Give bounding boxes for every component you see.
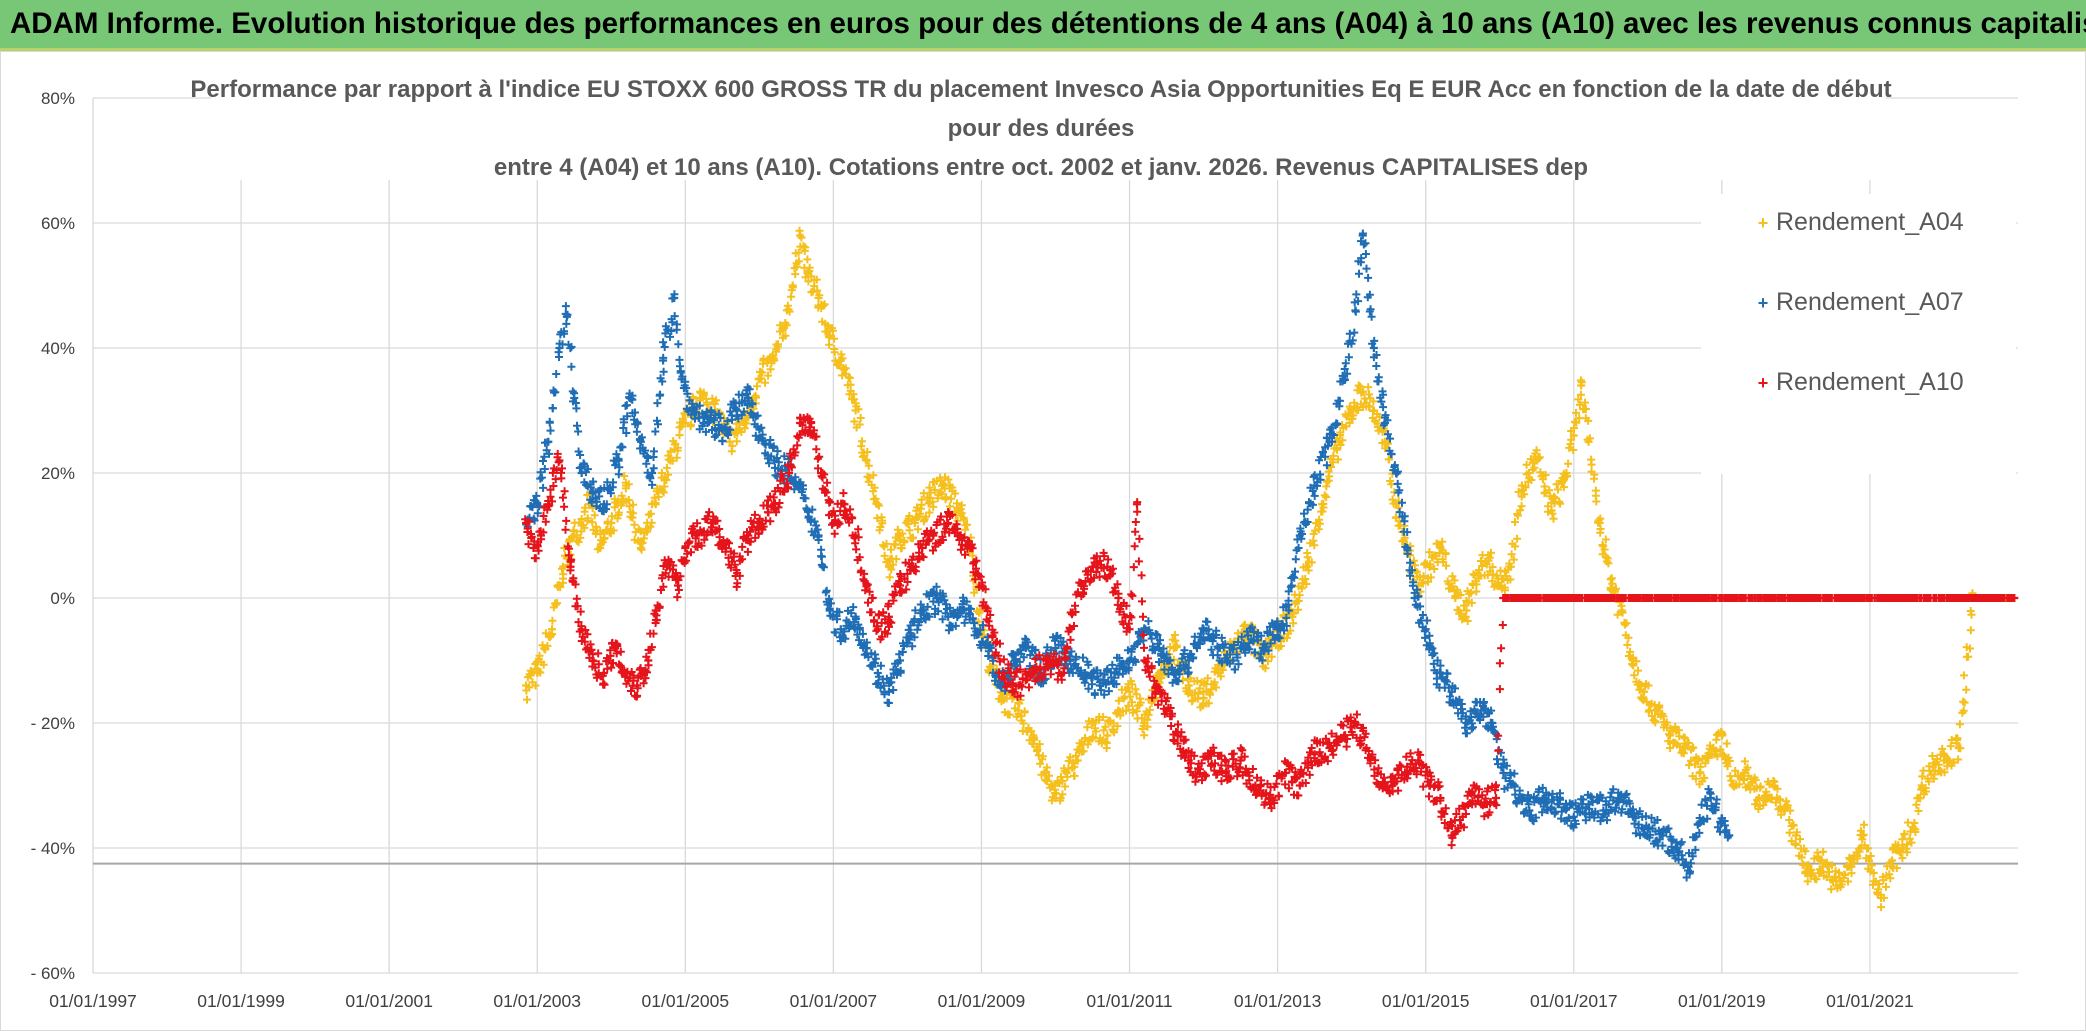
chart-title: Performance par rapport à l'indice EU ST…	[190, 60, 1892, 181]
data-point	[1666, 731, 1675, 740]
report-banner: ADAM Informe. Evolution historique des p…	[0, 0, 2086, 51]
y-tick-label: 40%	[41, 339, 75, 358]
y-tick-label: 0%	[50, 589, 75, 608]
y-tick-label: - 40%	[31, 839, 75, 858]
series-rendement-a10	[521, 413, 2019, 850]
y-tick-label: 80%	[41, 89, 75, 108]
legend-item-a04: + Rendement_A04	[1758, 208, 1964, 236]
y-axis-ticks: - 60% - 40% - 20% 0% 20% 40% 60% 80%	[31, 89, 75, 983]
data-point	[1569, 431, 1578, 440]
x-axis-ticks: 01/01/1997 01/01/1999 01/01/2001 01/01/2003…	[49, 991, 1914, 1011]
legend-label-a10: Rendement_A10	[1776, 368, 1964, 396]
data-point	[1492, 794, 1501, 802]
x-tick-label: 01/01/2001	[345, 991, 433, 1011]
data-point	[1369, 344, 1378, 352]
legend-marker-a04: +	[1758, 213, 1769, 233]
legend-item-a07: + Rendement_A07	[1758, 288, 1964, 316]
data-point	[873, 669, 882, 677]
legend: + Rendement_A04 + Rendement_A07 + Rendem…	[1701, 194, 2016, 474]
x-tick-label: 01/01/2009	[938, 991, 1026, 1011]
series-scatter-cloud	[522, 226, 2018, 912]
x-tick-label: 01/01/1997	[49, 991, 137, 1011]
x-tick-label: 01/01/2021	[1826, 991, 1914, 1011]
chart-frame: Performance par rapport à l'indice EU ST…	[0, 51, 2086, 1031]
x-tick-label: 01/01/2015	[1382, 991, 1470, 1011]
x-tick-label: 01/01/2011	[1086, 991, 1172, 1011]
chart-title-line-3: entre 4 (A04) et 10 ans (A10). Cotations…	[494, 154, 1588, 181]
performance-chart: Performance par rapport à l'indice EU ST…	[31, 60, 2019, 1011]
x-tick-label: 01/01/2019	[1678, 991, 1766, 1011]
y-tick-label: 60%	[41, 214, 75, 233]
data-point	[725, 437, 734, 446]
data-point	[1606, 575, 1615, 584]
legend-marker-a10: +	[1758, 373, 1769, 393]
legend-label-a07: Rendement_A07	[1776, 288, 1964, 316]
x-tick-label: 01/01/1999	[197, 991, 285, 1011]
y-tick-label: 20%	[41, 464, 75, 483]
x-tick-label: 01/01/2017	[1530, 991, 1618, 1011]
chart-title-line-2: pour des durées	[948, 115, 1135, 142]
series-scatter-cloud	[522, 229, 1733, 882]
x-tick-label: 01/01/2005	[642, 991, 730, 1011]
data-point	[1103, 731, 1112, 740]
x-tick-label: 01/01/2013	[1234, 991, 1322, 1011]
chart-title-line-1: Performance par rapport à l'indice EU ST…	[190, 76, 1891, 103]
data-point	[784, 469, 793, 477]
series-scatter-cloud	[521, 413, 2018, 850]
legend-label-a04: Rendement_A04	[1776, 208, 1964, 236]
legend-background	[1701, 194, 2016, 474]
data-point	[1569, 812, 1578, 821]
legend-marker-a07: +	[1758, 293, 1769, 313]
x-tick-label: 01/01/2007	[790, 991, 878, 1011]
series-rendement-a07	[522, 229, 1734, 882]
gridlines	[92, 97, 2018, 974]
x-tick-label: 01/01/2003	[493, 991, 581, 1011]
data-points	[521, 226, 2019, 912]
y-tick-label: - 60%	[31, 964, 75, 983]
y-tick-label: - 20%	[31, 714, 75, 733]
title-background	[211, 60, 1886, 180]
legend-item-a10: + Rendement_A10	[1758, 368, 1964, 396]
